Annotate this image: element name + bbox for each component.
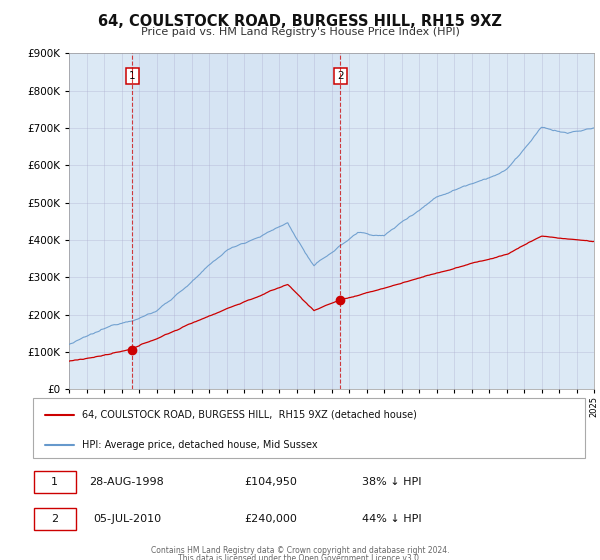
FancyBboxPatch shape [34, 508, 76, 530]
Text: 05-JUL-2010: 05-JUL-2010 [93, 514, 161, 524]
Text: £240,000: £240,000 [244, 514, 297, 524]
Text: Price paid vs. HM Land Registry's House Price Index (HPI): Price paid vs. HM Land Registry's House … [140, 27, 460, 37]
Text: 64, COULSTOCK ROAD, BURGESS HILL, RH15 9XZ: 64, COULSTOCK ROAD, BURGESS HILL, RH15 9… [98, 14, 502, 29]
Text: 2: 2 [51, 514, 58, 524]
Text: 1: 1 [129, 71, 136, 81]
FancyBboxPatch shape [33, 398, 585, 458]
Bar [133, 53, 340, 389]
Text: £104,950: £104,950 [244, 477, 297, 487]
Text: 64, COULSTOCK ROAD, BURGESS HILL,  RH15 9XZ (detached house): 64, COULSTOCK ROAD, BURGESS HILL, RH15 9… [82, 409, 416, 419]
Text: HPI: Average price, detached house, Mid Sussex: HPI: Average price, detached house, Mid … [82, 440, 317, 450]
FancyBboxPatch shape [34, 472, 76, 493]
Text: 38% ↓ HPI: 38% ↓ HPI [362, 477, 422, 487]
Text: 2: 2 [337, 71, 344, 81]
Text: 1: 1 [51, 477, 58, 487]
Text: This data is licensed under the Open Government Licence v3.0.: This data is licensed under the Open Gov… [178, 554, 422, 560]
Text: 44% ↓ HPI: 44% ↓ HPI [362, 514, 422, 524]
Text: Contains HM Land Registry data © Crown copyright and database right 2024.: Contains HM Land Registry data © Crown c… [151, 546, 449, 555]
Text: 28-AUG-1998: 28-AUG-1998 [89, 477, 164, 487]
